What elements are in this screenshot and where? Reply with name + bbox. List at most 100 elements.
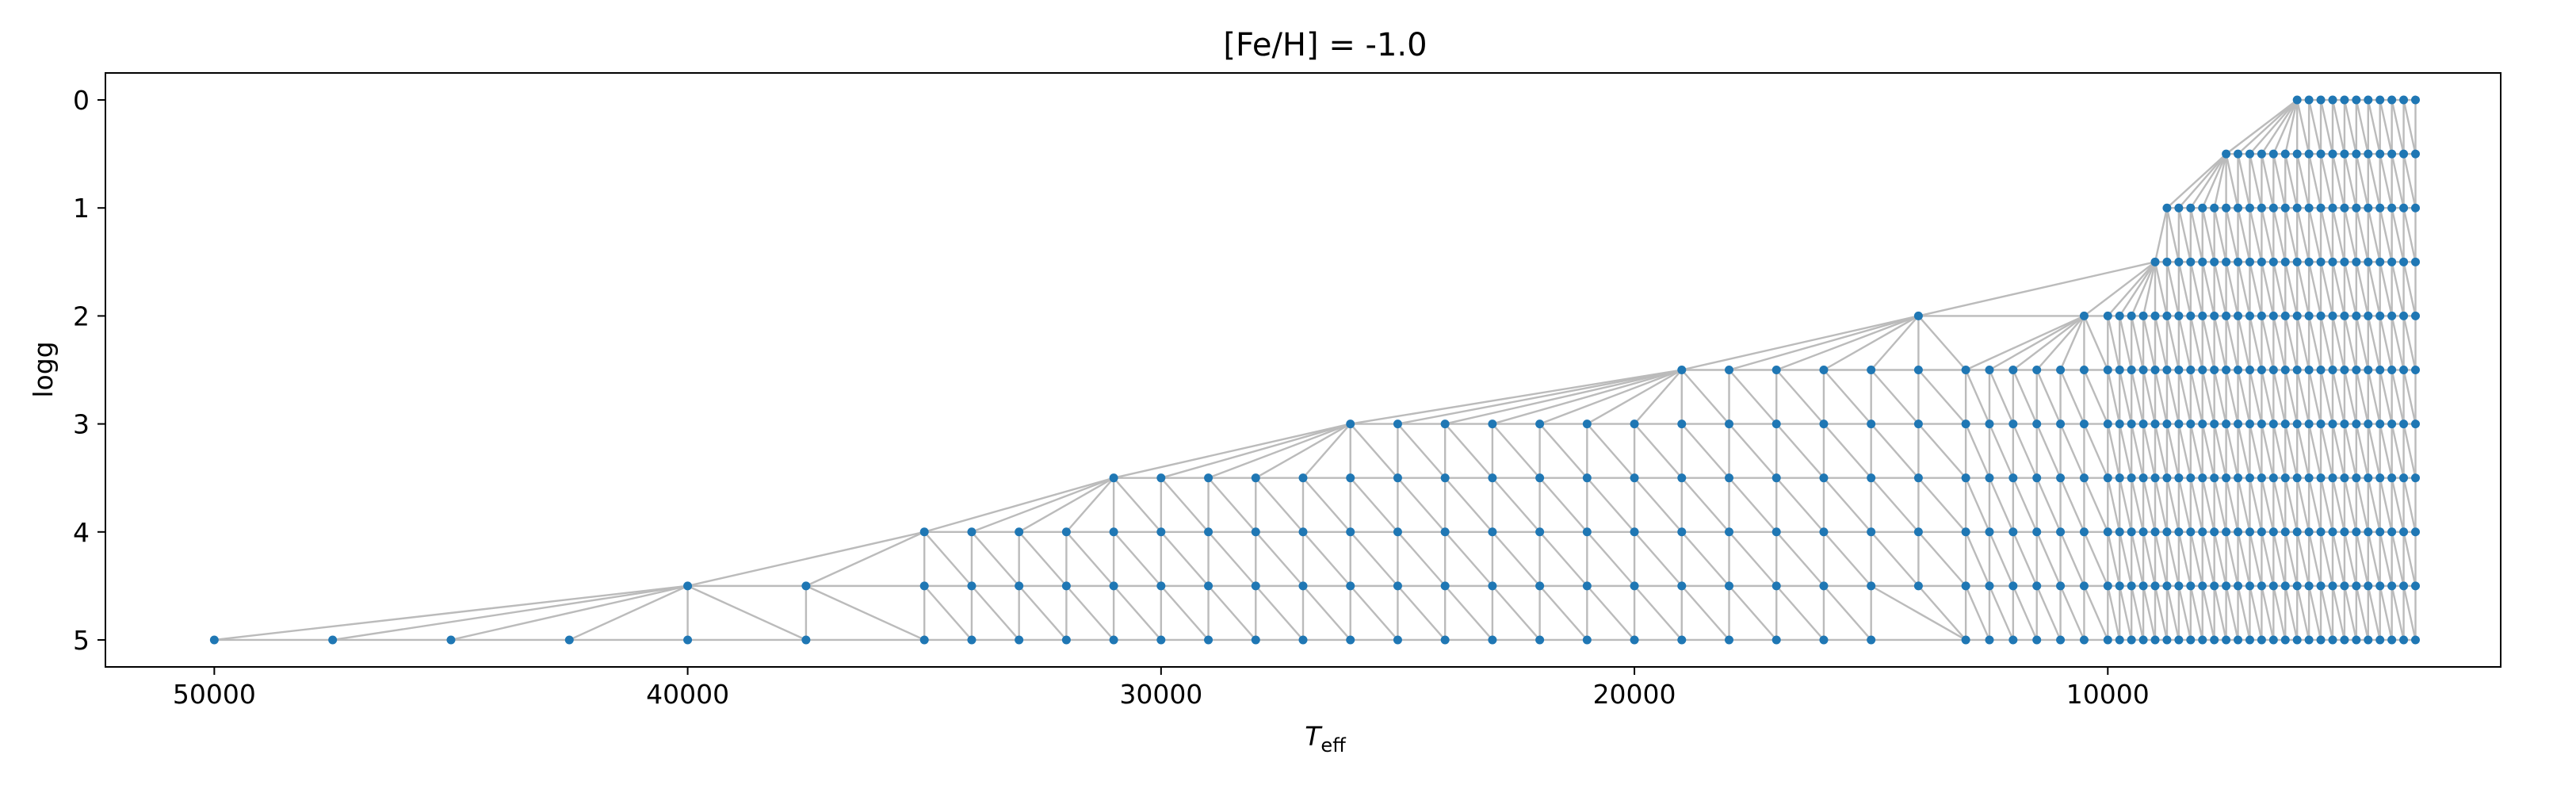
data-point (1251, 527, 1260, 537)
data-point (2399, 473, 2409, 483)
data-point (1582, 419, 1592, 429)
mesh-edge (2319, 477, 2334, 533)
data-point (2162, 473, 2172, 483)
mesh-edge (1113, 531, 1162, 587)
data-point (2245, 311, 2254, 320)
mesh-edge (2343, 262, 2358, 316)
mesh-edge (2284, 262, 2299, 316)
data-point (2328, 635, 2337, 645)
data-point (2280, 527, 2290, 537)
data-point (1819, 419, 1829, 429)
mesh-edge (2319, 316, 2334, 370)
mesh-edge (2391, 477, 2405, 533)
data-point (2032, 473, 2042, 483)
mesh-edge (2343, 207, 2358, 262)
mesh-edge (1775, 423, 1825, 479)
mesh-edge (2367, 207, 2381, 262)
mesh-edge (2012, 531, 2038, 587)
mesh-edge (2189, 153, 2227, 209)
mesh-edge (1349, 531, 1399, 587)
mesh-edge (1160, 477, 1210, 533)
mesh-edge (2367, 262, 2381, 316)
data-point (2399, 311, 2409, 320)
mesh-edge (1871, 584, 1966, 641)
data-point (2127, 581, 2136, 591)
mesh-edge (1160, 423, 1351, 479)
data-point (1961, 581, 1970, 591)
data-point (2399, 419, 2409, 429)
mesh-edge (2379, 423, 2393, 478)
data-point (2268, 581, 2278, 591)
data-point (1867, 527, 1876, 537)
mesh-edge (2177, 531, 2192, 587)
data-point (2316, 527, 2326, 537)
data-point (2268, 366, 2278, 374)
mesh-edge (1207, 531, 1257, 587)
data-point (2364, 149, 2373, 159)
mesh-edge (2261, 423, 2275, 478)
mesh-edge (1729, 315, 1919, 371)
mesh-edge (2355, 262, 2369, 316)
mesh-edge (2059, 477, 2085, 533)
mesh-edge (2154, 316, 2169, 370)
data-point (2364, 95, 2373, 105)
data-point (2328, 527, 2337, 537)
mesh-edge (2402, 477, 2417, 533)
data-point (1867, 419, 1876, 429)
mesh-edge (2367, 423, 2381, 478)
data-point (1582, 635, 1592, 645)
mesh-edge (2189, 316, 2203, 370)
mesh-edge (2355, 316, 2369, 370)
data-point (2127, 311, 2136, 320)
data-point (2198, 203, 2207, 213)
mesh-edge (1823, 423, 1872, 479)
mesh-edge (1538, 531, 1588, 587)
data-point (2316, 95, 2326, 105)
mesh-edge (2165, 477, 2180, 533)
data-point (2103, 473, 2112, 483)
mesh-edge (2177, 423, 2192, 478)
data-point (1535, 635, 1545, 645)
mesh-edge (923, 585, 973, 641)
mesh-edge (1255, 531, 1304, 587)
mesh-edge (2165, 370, 2180, 424)
data-point (1725, 635, 1734, 645)
data-point (2222, 635, 2231, 645)
data-point (2222, 419, 2231, 429)
mesh-edge (2284, 316, 2299, 370)
data-point (2268, 635, 2278, 645)
data-point (2304, 203, 2314, 213)
data-point (1630, 527, 1639, 537)
mesh-edge (2249, 99, 2299, 155)
mesh-edge (1538, 585, 1588, 641)
mesh-edge (2177, 477, 2192, 533)
mesh-edge (2367, 316, 2381, 370)
data-point (2150, 257, 2160, 266)
mesh-edge (2307, 585, 2322, 641)
data-point (2399, 149, 2409, 159)
data-point (2304, 581, 2314, 591)
data-point (2198, 366, 2207, 374)
data-point (2268, 149, 2278, 159)
mesh-edge (2331, 316, 2346, 370)
data-point (2387, 635, 2397, 645)
data-point (2079, 635, 2089, 645)
mesh-edge (2261, 531, 2275, 587)
data-point (2268, 257, 2278, 266)
data-point (2103, 366, 2112, 374)
data-point (1961, 419, 1970, 429)
mesh-edge (2177, 585, 2192, 641)
data-point (2210, 366, 2219, 374)
data-point (1488, 473, 1497, 483)
data-point (2150, 419, 2160, 429)
mesh-edge (2272, 316, 2287, 370)
data-point (2292, 635, 2302, 645)
data-point (1346, 635, 1355, 645)
data-point (2210, 473, 2219, 483)
data-point (2280, 581, 2290, 591)
data-point (1630, 419, 1639, 429)
data-point (1913, 473, 1923, 483)
data-point (1346, 473, 1355, 483)
data-point (2375, 635, 2385, 645)
